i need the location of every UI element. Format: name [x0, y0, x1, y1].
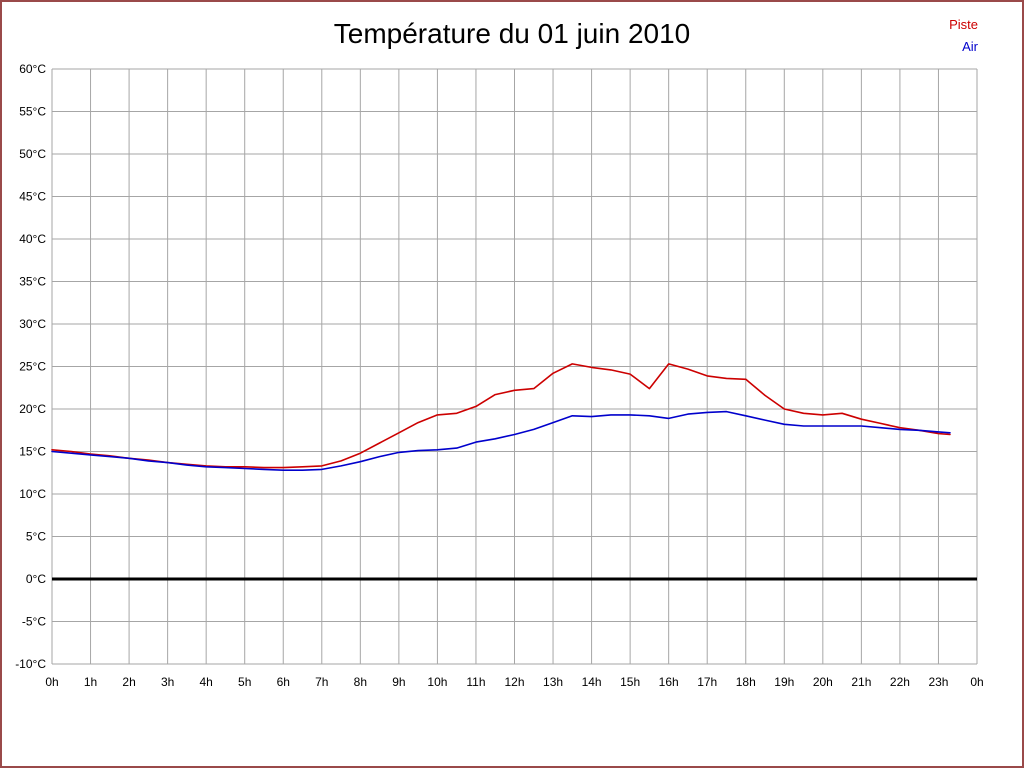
- y-tick-label: -10°C: [15, 657, 46, 671]
- x-tick-label: 9h: [392, 675, 405, 689]
- x-tick-label: 14h: [582, 675, 602, 689]
- legend: Piste Air: [949, 14, 978, 58]
- legend-item-piste: Piste: [949, 17, 978, 32]
- x-tick-label: 4h: [199, 675, 212, 689]
- x-tick-label: 10h: [427, 675, 447, 689]
- x-tick-label: 19h: [774, 675, 794, 689]
- y-tick-label: 5°C: [26, 530, 46, 544]
- x-tick-label: 0h: [970, 675, 983, 689]
- x-tick-label: 11h: [466, 675, 485, 689]
- y-tick-label: 25°C: [19, 360, 46, 374]
- y-tick-label: 35°C: [19, 275, 46, 289]
- y-tick-label: -5°C: [22, 615, 46, 629]
- x-tick-label: 7h: [315, 675, 328, 689]
- y-tick-label: 0°C: [26, 572, 46, 586]
- x-tick-label: 20h: [813, 675, 833, 689]
- y-tick-label: 45°C: [19, 190, 46, 204]
- y-tick-label: 50°C: [19, 147, 46, 161]
- x-tick-label: 21h: [851, 675, 871, 689]
- x-tick-label: 5h: [238, 675, 251, 689]
- x-tick-label: 6h: [277, 675, 290, 689]
- x-tick-label: 15h: [620, 675, 640, 689]
- y-tick-label: 10°C: [19, 487, 46, 501]
- y-tick-label: 40°C: [19, 232, 46, 246]
- grid-lines: [51, 68, 978, 665]
- x-tick-label: 8h: [354, 675, 367, 689]
- x-tick-label: 1h: [84, 675, 97, 689]
- y-tick-label: 60°C: [19, 62, 46, 76]
- y-tick-label: 15°C: [19, 445, 46, 459]
- x-tick-label: 18h: [736, 675, 756, 689]
- piste-series-line: [51, 363, 951, 469]
- x-tick-label: 13h: [543, 675, 563, 689]
- y-axis-labels: 60°C 55°C 50°C 45°C 40°C 35°C 30°C 25°C 20°C 15°C…: [15, 62, 46, 671]
- x-tick-label: 3h: [161, 675, 174, 689]
- x-axis-labels: 0h 1h 2h 3h 4h 5h 6h 7h 8h 9h 10h 11h 12h 13h 14h 15h 16…: [45, 675, 983, 689]
- y-tick-label: 20°C: [19, 402, 46, 416]
- chart-title: Température du 01 juin 2010: [333, 18, 691, 49]
- x-tick-label: 23h: [928, 675, 948, 689]
- x-tick-label: 2h: [122, 675, 135, 689]
- y-tick-label: 30°C: [19, 317, 46, 331]
- x-tick-label: 22h: [890, 675, 910, 689]
- air-series-line: [51, 410, 951, 472]
- x-tick-label: 16h: [659, 675, 679, 689]
- x-tick-label: 12h: [504, 675, 524, 689]
- y-tick-label: 55°C: [19, 105, 46, 119]
- x-tick-label: 0h: [45, 675, 58, 689]
- x-tick-label: 17h: [697, 675, 717, 689]
- legend-item-air: Air: [962, 39, 978, 54]
